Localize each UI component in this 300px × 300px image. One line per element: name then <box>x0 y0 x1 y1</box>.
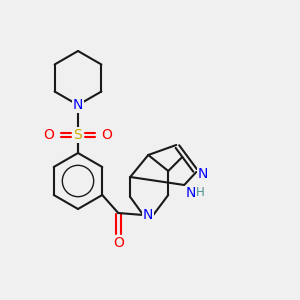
Text: N: N <box>143 208 153 222</box>
Text: H: H <box>196 187 205 200</box>
Text: O: O <box>44 128 54 142</box>
Text: O: O <box>102 128 112 142</box>
Text: S: S <box>74 128 82 142</box>
Text: N: N <box>186 186 196 200</box>
Text: N: N <box>73 98 83 112</box>
Text: O: O <box>113 236 124 250</box>
Text: N: N <box>198 167 208 181</box>
